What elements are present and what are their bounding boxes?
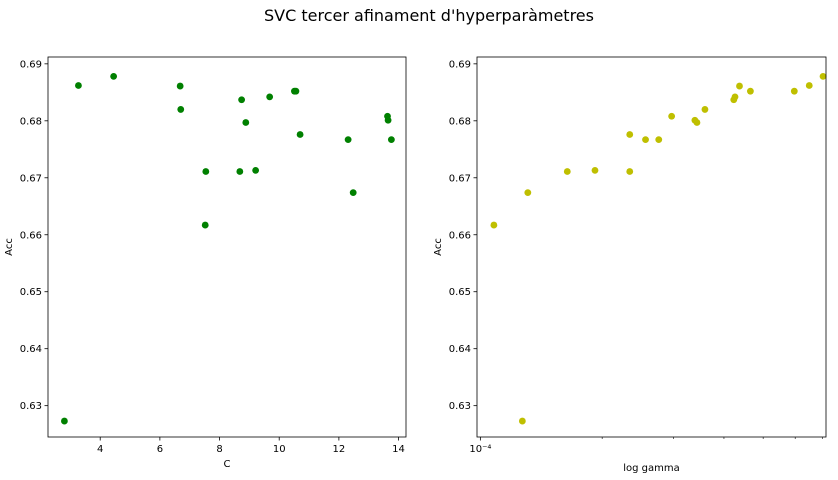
- chart1-ytick-label: 0.66: [449, 230, 471, 241]
- chart0-ytick-label: 0.65: [20, 287, 42, 298]
- chart1-point: [693, 119, 701, 126]
- chart0-point: [242, 119, 250, 126]
- chart0-ytick-label: 0.67: [20, 173, 42, 184]
- chart1-point: [747, 87, 754, 95]
- chart0-point: [238, 96, 246, 104]
- chart0-xtick-label: 8: [216, 444, 222, 455]
- chart0-point: [177, 106, 185, 113]
- chart0-xtick-label: 14: [392, 444, 405, 455]
- chart1-point: [563, 168, 571, 175]
- chart0-point: [61, 417, 68, 425]
- chart0-xtick-label: 6: [157, 444, 163, 455]
- chart0-point: [202, 168, 210, 175]
- chart0-point: [296, 131, 304, 138]
- chart1-point: [642, 136, 649, 144]
- chart1-point: [524, 189, 532, 196]
- chart1-point: [490, 221, 498, 229]
- chart1-point: [736, 82, 743, 90]
- chart0-xtick-label: 10: [273, 444, 286, 455]
- chart0-point: [201, 221, 209, 229]
- chart1-xlabel: log gamma: [623, 463, 680, 474]
- chart1-point: [591, 166, 599, 174]
- chart0-point: [384, 116, 392, 124]
- chart1-point: [655, 136, 663, 144]
- chart1-point: [731, 93, 739, 101]
- chart1-axes-frame: [476, 56, 827, 438]
- chart1-ytick-label: 0.64: [449, 344, 471, 355]
- chart1-point: [805, 82, 813, 89]
- chart0-ytick-label: 0.66: [20, 230, 42, 241]
- chart0-xlabel: C: [224, 459, 231, 470]
- chart0-point: [75, 82, 82, 89]
- chart1-ytick-label: 0.69: [449, 59, 471, 70]
- chart0-ytick-label: 0.69: [20, 59, 42, 70]
- chart1-point: [626, 168, 634, 175]
- chart0-point: [236, 168, 244, 175]
- chart1-point: [701, 106, 709, 113]
- chart0-ylabel: Acc: [4, 238, 15, 256]
- chart0-point: [266, 93, 274, 101]
- chart1-xtick-label: 10⁻⁴: [469, 444, 491, 455]
- chart0-xtick-label: 12: [333, 444, 346, 455]
- chart1-point: [790, 87, 798, 95]
- chart1-point: [518, 417, 526, 425]
- chart1-ytick-label: 0.65: [449, 287, 471, 298]
- chart1-ytick-label: 0.63: [449, 401, 471, 412]
- chart0-axes-frame: [47, 56, 407, 438]
- chart0-point: [292, 87, 300, 95]
- chart0-point: [349, 189, 357, 196]
- chart1-point: [668, 112, 676, 120]
- chart0-ytick-label: 0.64: [20, 344, 42, 355]
- scatter-panel-gamma: 0.63 0.64 0.65 0.66 0.67 0.68 0.69 10⁻⁴ log gamm…: [433, 56, 827, 474]
- chart0-ytick-label: 0.63: [20, 401, 42, 412]
- chart1-ytick-label: 0.67: [449, 173, 471, 184]
- chart0-point: [387, 136, 395, 144]
- chart1-ytick-label: 0.68: [449, 116, 471, 127]
- chart0-xtick-label: 4: [97, 444, 103, 455]
- chart1-ylabel: Acc: [433, 238, 444, 256]
- scatter-panel-c: 0.63 0.64 0.65 0.66 0.67 0.68 0.69 4 6 8 10 12 14 C Ac…: [4, 56, 407, 470]
- chart1-point: [626, 131, 634, 138]
- chart0-point: [176, 82, 184, 90]
- chart0-point: [252, 166, 260, 174]
- chart1-point: [819, 72, 827, 80]
- chart0-point: [110, 72, 118, 80]
- chart0-ytick-label: 0.68: [20, 116, 42, 127]
- figure-title: SVC tercer afinament d'hyperparàmetres: [264, 6, 594, 25]
- chart0-point: [344, 136, 352, 144]
